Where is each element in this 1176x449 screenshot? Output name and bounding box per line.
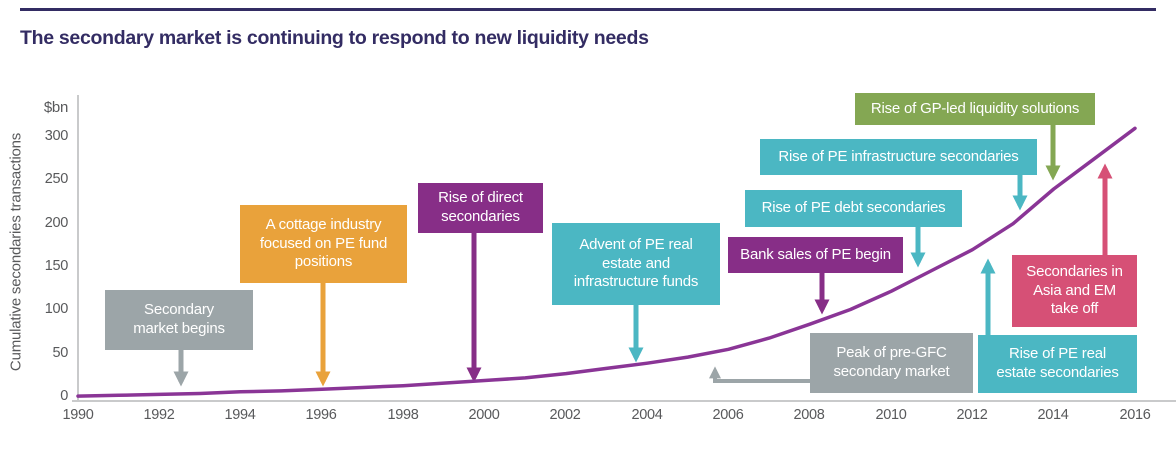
x-tick-2002: 2002 <box>549 407 581 423</box>
annotation-advent-pe-real-estate: Advent of PE real estate and infrastruct… <box>552 223 720 305</box>
x-tick-2006: 2006 <box>712 407 744 423</box>
x-tick-1996: 1996 <box>305 407 337 423</box>
y-tick-0: 0 <box>60 388 68 404</box>
y-tick-300: 300 <box>44 128 69 144</box>
x-tick-1994: 1994 <box>224 407 256 423</box>
x-tick-2012: 2012 <box>956 407 988 423</box>
annotation-real-estate-secondaries: Rise of PE real estate secondaries <box>978 335 1137 393</box>
x-tick-1998: 1998 <box>387 407 419 423</box>
y-axis-unit: $bn <box>43 99 68 116</box>
y-tick-200: 200 <box>44 215 69 231</box>
annotation-bank-sales: Bank sales of PE begin <box>728 237 903 273</box>
top-rule <box>20 8 1156 11</box>
x-tick-2004: 2004 <box>631 407 663 423</box>
y-tick-150: 150 <box>44 258 69 274</box>
annotation-debt-secondaries: Rise of PE debt secondaries <box>745 190 962 227</box>
annotation-cottage-industry: A cottage industry focused on PE fund po… <box>240 205 407 283</box>
y-axis-title: Cumulative secondaries transactions <box>7 132 25 372</box>
y-tick-100: 100 <box>44 301 69 317</box>
x-tick-1992: 1992 <box>143 407 175 423</box>
annotation-peak-pre-gfc: Peak of pre-GFC secondary market <box>810 333 973 393</box>
x-tick-2000: 2000 <box>468 407 500 423</box>
page-title: The secondary market is continuing to re… <box>20 27 649 49</box>
x-tick-2014: 2014 <box>1037 407 1069 423</box>
annotation-infrastructure-secondaries: Rise of PE infrastructure secondaries <box>760 139 1037 175</box>
x-tick-1990: 1990 <box>62 407 94 423</box>
annotation-asia-em: Secondaries in Asia and EM take off <box>1012 255 1137 327</box>
x-tick-2008: 2008 <box>793 407 825 423</box>
y-tick-50: 50 <box>52 345 68 361</box>
annotation-secondary-market-begins: Secondary market begins <box>105 290 253 350</box>
x-tick-2010: 2010 <box>875 407 907 423</box>
y-tick-250: 250 <box>44 171 69 187</box>
arrow-peak-pre-gfc <box>709 366 810 383</box>
annotation-gp-led: Rise of GP-led liquidity solutions <box>855 93 1095 125</box>
annotation-direct-secondaries: Rise of direct secondaries <box>418 183 543 233</box>
x-tick-2016: 2016 <box>1119 407 1151 423</box>
cumulative-transactions-line <box>76 126 1137 398</box>
